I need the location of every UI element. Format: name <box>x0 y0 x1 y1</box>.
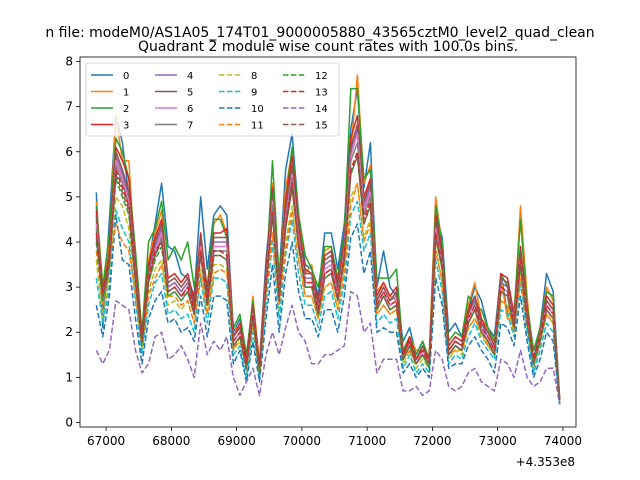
y-tick-label: 3 <box>65 280 73 294</box>
y-tick-label: 8 <box>65 55 73 69</box>
series-line-10 <box>95 214 561 405</box>
x-tick-label: 67000 <box>87 434 125 448</box>
x-tick-label: 73000 <box>479 434 517 448</box>
chart-title: Quadrant 2 module wise count rates with … <box>138 39 518 55</box>
legend-label: 10 <box>251 104 264 115</box>
x-offset-label: +4.353e8 <box>516 455 575 469</box>
y-tick-label: 5 <box>65 190 73 204</box>
legend-label: 3 <box>123 121 129 132</box>
y-tick-label: 6 <box>65 145 73 159</box>
y-tick-label: 4 <box>65 235 73 249</box>
legend-label: 0 <box>123 71 129 82</box>
legend-label: 4 <box>187 71 193 82</box>
legend-label: 8 <box>251 71 257 82</box>
legend-label: 6 <box>187 104 193 115</box>
x-tick-label: 68000 <box>152 434 190 448</box>
legend-label: 12 <box>315 71 328 82</box>
legend-label: 1 <box>123 88 129 99</box>
legend-label: 7 <box>187 121 193 132</box>
x-tick-label: 70000 <box>283 434 321 448</box>
series-line-3 <box>95 114 561 400</box>
x-tick-label: 69000 <box>218 434 256 448</box>
legend-label: 5 <box>187 88 193 99</box>
y-axis: 0 1 2 3 4 5 6 7 8 <box>65 55 80 429</box>
series-line-5 <box>95 123 561 400</box>
y-tick-label: 7 <box>65 100 73 114</box>
x-axis: 67000 68000 69000 70000 71000 72000 73000 74000 <box>87 427 582 448</box>
series-line-11 <box>95 182 561 400</box>
y-tick-label: 1 <box>65 370 73 384</box>
x-tick-label: 71000 <box>348 434 386 448</box>
suptitle: n file: modeM0/AS1A05_174T01_9000005880_… <box>45 25 594 41</box>
y-tick-label: 2 <box>65 325 73 339</box>
series-line-14 <box>95 290 561 405</box>
series-line-15 <box>95 155 561 400</box>
series-line-9 <box>95 200 561 405</box>
legend-label: 11 <box>251 121 264 132</box>
series-line-2 <box>95 87 561 400</box>
legend-label: 14 <box>315 104 328 115</box>
x-tick-label: 72000 <box>413 434 451 448</box>
series-line-8 <box>95 182 561 400</box>
y-tick-label: 0 <box>65 415 73 429</box>
legend-label: 9 <box>251 88 257 99</box>
series-line-12 <box>95 155 561 400</box>
legend-label: 2 <box>123 104 129 115</box>
legend-label: 13 <box>315 88 328 99</box>
series-line-6 <box>95 132 561 400</box>
legend-label: 15 <box>315 121 328 132</box>
legend-box <box>85 62 340 137</box>
plot-lines <box>95 74 561 405</box>
x-tick-label: 74000 <box>544 434 582 448</box>
